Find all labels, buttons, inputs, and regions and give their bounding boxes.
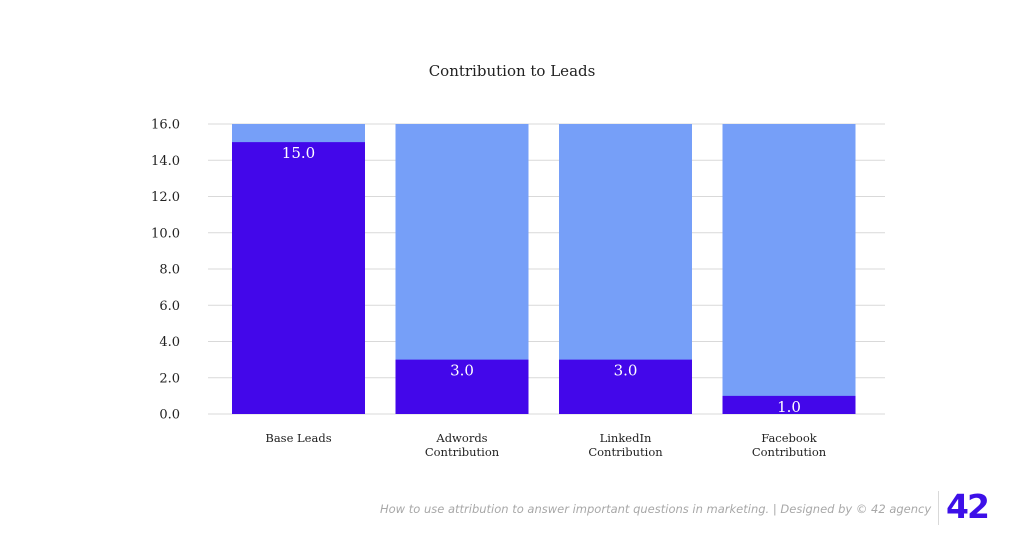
data-label: 1.0 xyxy=(777,398,801,416)
bar-value xyxy=(722,395,856,414)
data-label: 3.0 xyxy=(614,362,638,380)
footer-credit: How to use attribution to answer importa… xyxy=(380,502,932,516)
x-tick-label: Contribution xyxy=(752,445,827,459)
bars: 15.0 3.0 3.0 1.0 xyxy=(232,124,856,416)
y-tick-label: 6.0 xyxy=(159,299,180,314)
data-label: 15.0 xyxy=(282,144,315,162)
y-tick-label: 16.0 xyxy=(151,118,180,133)
footer-divider xyxy=(938,491,939,525)
x-tick-label: LinkedIn xyxy=(600,431,652,445)
chart-title: Contribution to Leads xyxy=(428,62,596,80)
x-tick-label: Contribution xyxy=(588,445,663,459)
y-axis: 0.0 2.0 4.0 6.0 8.0 10.0 12.0 14.0 16.0 xyxy=(151,118,180,423)
y-tick-label: 8.0 xyxy=(159,263,180,278)
y-tick-label: 14.0 xyxy=(151,154,180,169)
bar-value xyxy=(232,142,365,414)
bar-value xyxy=(559,359,692,414)
y-tick-label: 4.0 xyxy=(159,335,180,350)
x-tick-label: Adwords xyxy=(435,431,487,445)
bar-remainder xyxy=(722,124,856,414)
y-tick-label: 2.0 xyxy=(159,371,180,386)
agency-logo: 42 xyxy=(946,487,990,526)
y-tick-label: 10.0 xyxy=(151,226,180,241)
y-tick-label: 0.0 xyxy=(159,408,180,423)
x-tick-label: Base Leads xyxy=(265,431,331,445)
x-axis: Base Leads AdwordsContributionLinkedInCon… xyxy=(265,431,826,459)
x-tick-label: Contribution xyxy=(425,445,500,459)
data-label: 3.0 xyxy=(450,362,474,380)
bar-value xyxy=(395,359,529,414)
x-tick-label: Facebook xyxy=(761,431,818,445)
y-tick-label: 12.0 xyxy=(151,190,180,205)
